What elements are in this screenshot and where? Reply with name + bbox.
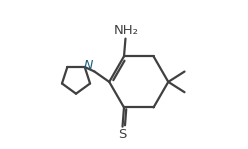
Text: NH₂: NH₂ xyxy=(114,24,139,37)
Text: S: S xyxy=(118,128,127,141)
Text: N: N xyxy=(83,59,93,72)
